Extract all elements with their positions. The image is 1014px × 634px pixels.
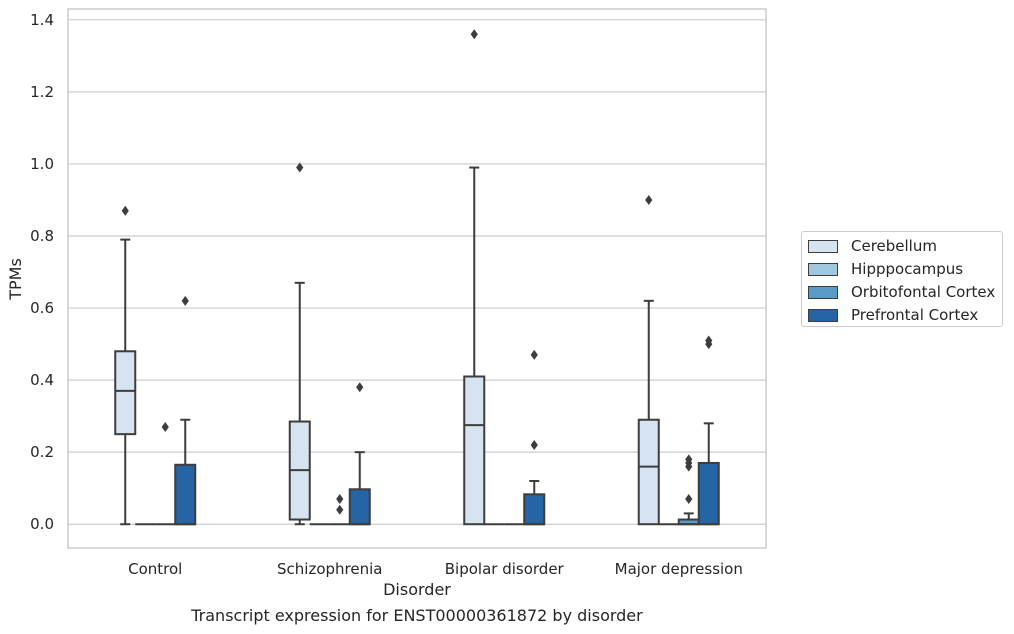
outlier-point [530,349,538,360]
x-tick-label-major-depression: Major depression [615,560,743,578]
y-tick-label: 1.4 [30,11,54,29]
outlier-point [121,205,129,216]
figure-caption: Transcript expression for ENST0000036187… [191,606,643,625]
box-body [174,463,197,526]
outlier-point [181,295,189,306]
y-axis-title: TPMs [6,258,25,301]
y-tick-label: 0.2 [30,443,54,461]
x-tick-labels: Control Schizophrenia Bipolar disorder Majo… [128,560,743,578]
legend-item-hippocampus: Hipppocampus [808,259,963,279]
box-orbitofontal-cortex-major-depression [677,454,700,526]
outlier-point [645,194,653,205]
legend-swatch-cerebellum [808,239,838,253]
outlier-point [356,382,364,393]
legend-swatch-orbitofrontal-cortex [808,285,838,299]
box-body [523,493,546,526]
legend-item-cerebellum: Cerebellum [808,236,937,256]
outlier-point [336,494,344,504]
plot-frame [67,8,767,549]
legend-swatch-hippocampus [808,262,838,276]
outlier-point [296,162,304,173]
box-cerebellum-schizophrenia [288,162,311,526]
legend-label: Prefrontal Cortex [851,306,979,324]
box-prefrontal-cortex-major-depression [697,335,720,526]
x-tick-label-control: Control [128,560,182,578]
box-cerebellum-major-depression [637,194,660,526]
box-cerebellum-control [114,205,137,526]
legend-swatch-prefrontal-cortex [808,308,838,322]
outlier-point [685,454,693,465]
boxes [114,29,720,526]
grid-lines [68,19,766,525]
y-tick-label: 0.8 [30,227,54,245]
legend-label: Hipppocampus [851,260,964,278]
box-body [697,461,720,526]
y-tick-labels: 0.0 0.2 0.4 0.6 0.8 1.0 1.2 1.4 [30,11,54,533]
box-orbitofontal-cortex-schizophrenia [329,494,350,526]
box-body [463,375,486,526]
outlier-point [161,421,169,432]
y-tick-label: 1.2 [30,83,54,101]
y-tick-label: 0.6 [30,299,54,317]
outlier-point [685,494,693,504]
x-axis-title: Disorder [383,580,451,599]
legend-item-prefrontal-cortex: Prefrontal Cortex [808,305,978,325]
box-body [637,418,660,526]
outlier-point [705,335,713,346]
legend-label: Orbitofontal Cortex [851,283,996,301]
box-prefrontal-cortex-bipolar-disorder [523,349,546,526]
box-orbitofontal-cortex-control [155,421,176,526]
y-tick-label: 0.0 [30,515,54,533]
legend-label: Cerebellum [851,237,937,255]
legend-item-orbitofrontal-cortex: Orbitofontal Cortex [808,282,995,302]
box-cerebellum-bipolar-disorder [463,29,486,526]
box-body [114,350,137,436]
box-body [348,488,371,526]
outlier-point [530,439,538,450]
x-tick-label-schizophrenia: Schizophrenia [277,560,382,578]
outlier-point [470,29,478,40]
y-tick-label: 0.4 [30,371,54,389]
legend: Cerebellum Hipppocampus Orbitofontal Cor… [801,231,1003,327]
box-prefrontal-cortex-control [174,295,197,526]
y-tick-label: 1.0 [30,155,54,173]
outlier-point [336,504,344,515]
box-prefrontal-cortex-schizophrenia [348,382,371,526]
x-tick-label-bipolar-disorder: Bipolar disorder [445,560,565,578]
